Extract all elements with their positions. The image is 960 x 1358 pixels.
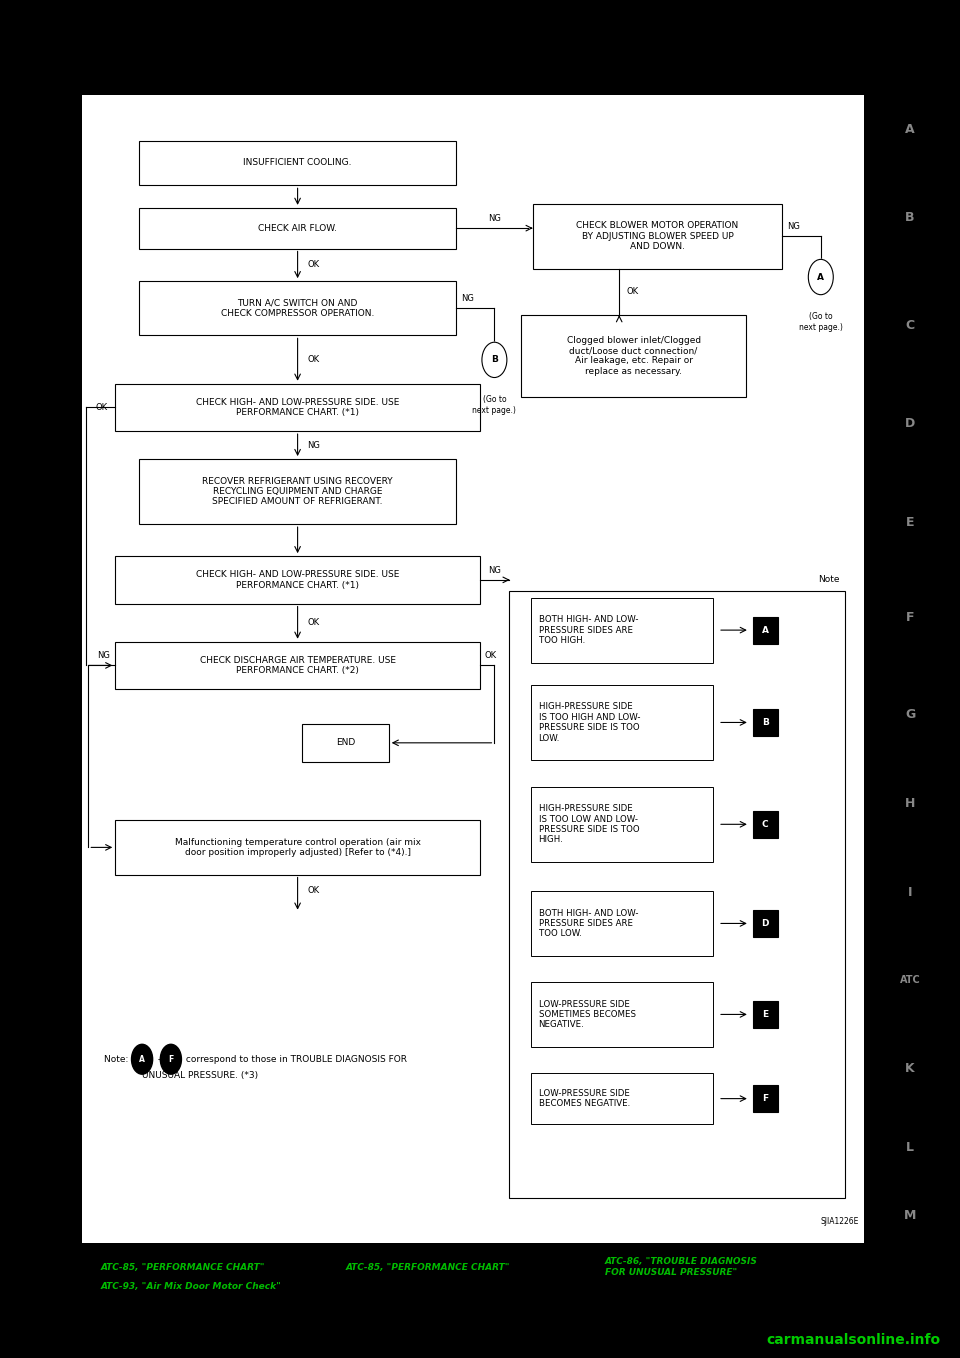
Text: LOW-PRESSURE SIDE
BECOMES NEGATIVE.: LOW-PRESSURE SIDE BECOMES NEGATIVE.	[539, 1089, 630, 1108]
Text: CHECK AIR FLOW.: CHECK AIR FLOW.	[258, 224, 337, 232]
Bar	[531, 788, 713, 862]
Text: A: A	[761, 626, 769, 634]
Bar	[82, 95, 864, 1243]
Text: ATC-85, "PERFORMANCE CHART": ATC-85, "PERFORMANCE CHART"	[346, 1263, 510, 1271]
Text: C: C	[762, 820, 768, 828]
Text: HIGH-PRESSURE SIDE
IS TOO HIGH AND LOW-
PRESSURE SIDE IS TOO
LOW.: HIGH-PRESSURE SIDE IS TOO HIGH AND LOW- …	[539, 702, 640, 743]
Bar	[139, 140, 456, 185]
Bar	[753, 617, 778, 644]
Text: F: F	[906, 611, 914, 625]
Text: Malfunctioning temperature control operation (air mix
door position improperly a: Malfunctioning temperature control opera…	[175, 838, 420, 857]
Text: A: A	[139, 1055, 145, 1063]
Text: CHECK BLOWER MOTOR OPERATION
BY ADJUSTING BLOWER SPEED UP
AND DOWN.: CHECK BLOWER MOTOR OPERATION BY ADJUSTIN…	[576, 221, 739, 251]
Text: END: END	[336, 739, 355, 747]
Bar	[139, 208, 456, 249]
Text: A: A	[905, 122, 915, 136]
Text: NG: NG	[787, 223, 800, 231]
Text: B: B	[905, 210, 915, 224]
Text: NG: NG	[98, 652, 110, 660]
Text: correspond to those in TROUBLE DIAGNOSIS FOR: correspond to those in TROUBLE DIAGNOSIS…	[183, 1055, 407, 1063]
Circle shape	[132, 1044, 153, 1074]
Text: -: -	[155, 1055, 163, 1063]
Text: E: E	[762, 1010, 768, 1018]
Bar	[139, 459, 456, 524]
Text: ATC-86, "TROUBLE DIAGNOSIS
FOR UNUSUAL PRESSURE": ATC-86, "TROUBLE DIAGNOSIS FOR UNUSUAL P…	[605, 1258, 757, 1277]
Text: B: B	[491, 356, 498, 364]
Text: BOTH HIGH- AND LOW-
PRESSURE SIDES ARE
TOO HIGH.: BOTH HIGH- AND LOW- PRESSURE SIDES ARE T…	[539, 615, 638, 645]
Text: CHECK HIGH- AND LOW-PRESSURE SIDE. USE
PERFORMANCE CHART. (*1): CHECK HIGH- AND LOW-PRESSURE SIDE. USE P…	[196, 570, 399, 589]
Bar	[531, 598, 713, 663]
Bar	[531, 891, 713, 956]
Circle shape	[808, 259, 833, 295]
Text: Clogged blower inlet/Clogged
duct/Loose duct connection/
Air leakage, etc. Repai: Clogged blower inlet/Clogged duct/Loose …	[566, 335, 701, 376]
Text: I: I	[908, 885, 912, 899]
Text: OK: OK	[307, 354, 320, 364]
Text: TURN A/C SWITCH ON AND
CHECK COMPRESSOR OPERATION.: TURN A/C SWITCH ON AND CHECK COMPRESSOR …	[221, 299, 374, 318]
Text: OK: OK	[95, 403, 108, 411]
Text: D: D	[761, 919, 769, 928]
Text: (Go to
next page.): (Go to next page.)	[799, 312, 843, 331]
Text: Note:: Note:	[104, 1055, 131, 1063]
Text: INSUFFICIENT COOLING.: INSUFFICIENT COOLING.	[243, 159, 352, 167]
Bar	[753, 1001, 778, 1028]
Text: ATC-85, "PERFORMANCE CHART": ATC-85, "PERFORMANCE CHART"	[101, 1263, 265, 1271]
Bar	[753, 709, 778, 736]
Bar	[302, 724, 389, 762]
Text: NG: NG	[307, 440, 320, 449]
Text: OK: OK	[307, 618, 320, 627]
Bar	[509, 591, 845, 1198]
Text: LOW-PRESSURE SIDE
SOMETIMES BECOMES
NEGATIVE.: LOW-PRESSURE SIDE SOMETIMES BECOMES NEGA…	[539, 999, 636, 1029]
Text: F: F	[762, 1095, 768, 1103]
Text: Note: Note	[819, 574, 840, 584]
Text: CHECK HIGH- AND LOW-PRESSURE SIDE. USE
PERFORMANCE CHART. (*1): CHECK HIGH- AND LOW-PRESSURE SIDE. USE P…	[196, 398, 399, 417]
Text: L: L	[906, 1141, 914, 1154]
Text: carmanualsonline.info: carmanualsonline.info	[767, 1334, 941, 1347]
Text: (Go to
next page.): (Go to next page.)	[472, 395, 516, 414]
Text: OK: OK	[307, 261, 320, 269]
Bar	[115, 557, 480, 603]
Bar	[139, 281, 456, 335]
Text: NG: NG	[488, 215, 501, 223]
Text: ATC-93, "Air Mix Door Motor Check": ATC-93, "Air Mix Door Motor Check"	[101, 1282, 281, 1290]
Text: SJIA1226E: SJIA1226E	[821, 1217, 859, 1226]
Text: OK: OK	[307, 887, 320, 895]
Bar	[115, 642, 480, 690]
Bar	[531, 686, 713, 760]
Text: HIGH-PRESSURE SIDE
IS TOO LOW AND LOW-
PRESSURE SIDE IS TOO
HIGH.: HIGH-PRESSURE SIDE IS TOO LOW AND LOW- P…	[539, 804, 639, 845]
Text: M: M	[904, 1209, 916, 1222]
Text: RECOVER REFRIGERANT USING RECOVERY
RECYCLING EQUIPMENT AND CHARGE
SPECIFIED AMOU: RECOVER REFRIGERANT USING RECOVERY RECYC…	[203, 477, 393, 507]
Bar	[533, 204, 782, 269]
Bar	[115, 820, 480, 875]
Bar	[753, 811, 778, 838]
Text: ATC: ATC	[900, 975, 921, 986]
Bar	[753, 910, 778, 937]
Text: CHECK DISCHARGE AIR TEMPERATURE. USE
PERFORMANCE CHART. (*2): CHECK DISCHARGE AIR TEMPERATURE. USE PER…	[200, 656, 396, 675]
Bar	[531, 982, 713, 1047]
Text: C: C	[905, 319, 915, 333]
Text: G: G	[905, 708, 915, 721]
Bar	[531, 1073, 713, 1124]
Text: NG: NG	[488, 566, 501, 574]
Text: UNUSUAL PRESSURE. (*3): UNUSUAL PRESSURE. (*3)	[142, 1071, 258, 1080]
Text: F: F	[168, 1055, 174, 1063]
Bar	[520, 315, 747, 397]
Text: E: E	[906, 516, 914, 530]
Text: B: B	[761, 718, 769, 727]
Text: A: A	[817, 273, 825, 281]
Bar	[753, 1085, 778, 1112]
Bar	[115, 383, 480, 432]
Text: BOTH HIGH- AND LOW-
PRESSURE SIDES ARE
TOO LOW.: BOTH HIGH- AND LOW- PRESSURE SIDES ARE T…	[539, 909, 638, 938]
Text: D: D	[905, 417, 915, 430]
Text: K: K	[905, 1062, 915, 1076]
Text: OK: OK	[627, 288, 639, 296]
Text: NG: NG	[461, 295, 473, 303]
Circle shape	[482, 342, 507, 378]
Text: OK: OK	[485, 652, 497, 660]
Circle shape	[160, 1044, 181, 1074]
Text: H: H	[905, 797, 915, 811]
